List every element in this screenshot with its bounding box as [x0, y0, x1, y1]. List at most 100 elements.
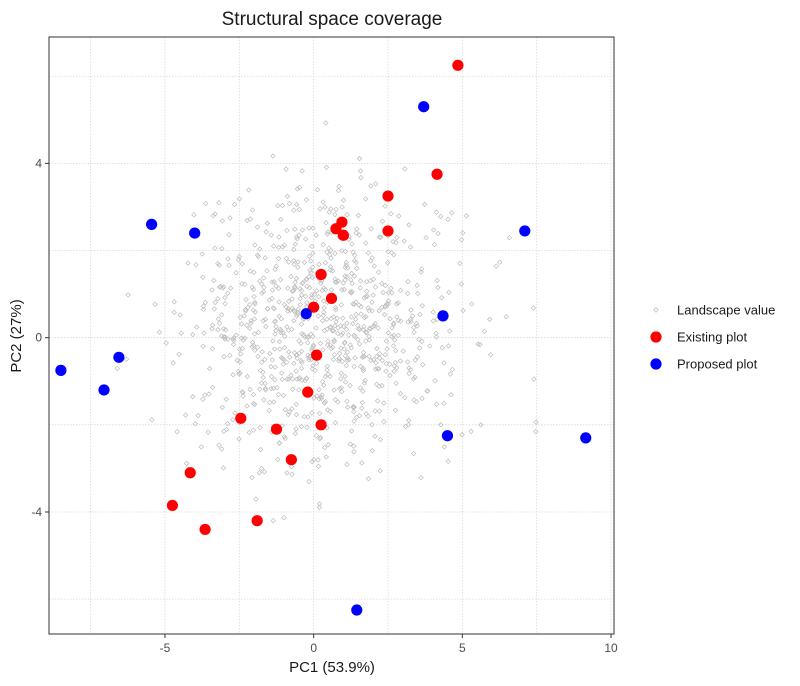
landscape-point	[250, 391, 257, 398]
landscape-point	[296, 387, 302, 393]
existing-plot-point	[325, 292, 338, 305]
landscape-point	[506, 235, 513, 241]
landscape-point	[199, 251, 205, 257]
landscape-point	[201, 330, 207, 336]
landscape-point	[381, 311, 388, 318]
landscape-point	[268, 232, 274, 238]
landscape-point	[298, 287, 305, 294]
landscape-point	[232, 410, 238, 416]
landscape-point	[299, 280, 306, 287]
landscape-point	[152, 301, 158, 307]
landscape-point	[296, 184, 303, 191]
landscape-point	[278, 316, 285, 322]
landscape-point	[309, 243, 315, 250]
landscape-point	[315, 457, 321, 463]
landscape-point	[288, 273, 294, 280]
landscape-point	[363, 411, 369, 417]
landscape-point	[170, 360, 176, 366]
landscape-point	[316, 386, 322, 393]
landscape-point	[359, 405, 365, 411]
existing-plot-point	[166, 499, 179, 512]
landscape-point	[503, 314, 509, 320]
landscape-point	[289, 296, 295, 302]
landscape-point	[459, 431, 465, 438]
landscape-point	[319, 318, 326, 324]
landscape-point	[304, 424, 310, 431]
landscape-point	[366, 353, 372, 360]
landscape-point	[296, 375, 303, 381]
landscape-point	[531, 376, 537, 382]
proposed-plot-point	[55, 364, 67, 376]
landscape-point	[255, 329, 262, 336]
landscape-point	[414, 354, 421, 360]
landscape-point	[387, 316, 393, 322]
landscape-point	[448, 391, 454, 398]
landscape-point	[364, 278, 370, 285]
landscape-point	[384, 346, 390, 352]
landscape-point	[359, 354, 366, 360]
landscape-point	[259, 349, 265, 355]
landscape-point	[348, 428, 355, 434]
landscape-point	[227, 285, 234, 291]
landscape-point	[419, 302, 426, 309]
landscape-point	[361, 295, 367, 301]
landscape-point	[381, 400, 387, 406]
landscape-point	[351, 273, 358, 279]
landscape-point	[433, 209, 440, 215]
landscape-point	[209, 345, 216, 352]
landscape-point	[330, 314, 337, 320]
landscape-point	[330, 356, 337, 363]
landscape-point	[350, 301, 356, 307]
landscape-point	[346, 332, 352, 338]
landscape-point	[283, 255, 290, 262]
existing-plot-point	[184, 467, 196, 479]
landscape-point	[299, 227, 306, 233]
landscape-point	[215, 327, 221, 333]
landscape-point	[280, 392, 287, 399]
landscape-point	[288, 463, 295, 470]
landscape-point	[200, 274, 206, 280]
landscape-point	[313, 232, 319, 238]
landscape-point	[385, 301, 392, 307]
landscape-point	[291, 360, 297, 367]
landscape-point	[277, 276, 284, 283]
landscape-point	[343, 259, 349, 266]
landscape-point	[261, 397, 267, 403]
landscape-point	[357, 285, 363, 291]
panel-border	[48, 36, 615, 635]
landscape-point	[417, 345, 423, 351]
landscape-point	[234, 357, 240, 364]
landscape-point	[206, 391, 212, 397]
landscape-point	[323, 220, 329, 226]
landscape-point	[250, 427, 257, 433]
landscape-point	[258, 380, 265, 386]
x-tick-label: 10	[604, 641, 618, 655]
landscape-point	[324, 407, 331, 413]
landscape-point	[458, 237, 465, 243]
landscape-point	[342, 277, 348, 283]
landscape-point	[310, 225, 316, 231]
landscape-point	[215, 316, 222, 322]
landscape-point	[406, 222, 412, 228]
landscape-point	[259, 290, 265, 296]
landscape-point	[374, 353, 380, 360]
landscape-point	[270, 338, 276, 344]
landscape-point	[359, 399, 366, 406]
landscape-point	[338, 332, 345, 338]
landscape-point	[369, 421, 375, 428]
landscape-point	[295, 259, 301, 265]
landscape-point	[310, 343, 317, 350]
landscape-point	[226, 231, 232, 238]
landscape-point	[291, 308, 298, 315]
landscape-point	[376, 308, 382, 314]
landscape-point	[125, 292, 131, 298]
landscape-point	[332, 420, 339, 426]
landscape-point	[339, 287, 345, 293]
x-tick-label: -5	[160, 641, 171, 655]
landscape-point	[350, 443, 357, 449]
landscape-point	[209, 322, 216, 328]
landscape-point	[356, 413, 363, 419]
landscape-point	[337, 386, 343, 392]
landscape-point	[185, 260, 191, 266]
landscape-point	[210, 213, 216, 219]
